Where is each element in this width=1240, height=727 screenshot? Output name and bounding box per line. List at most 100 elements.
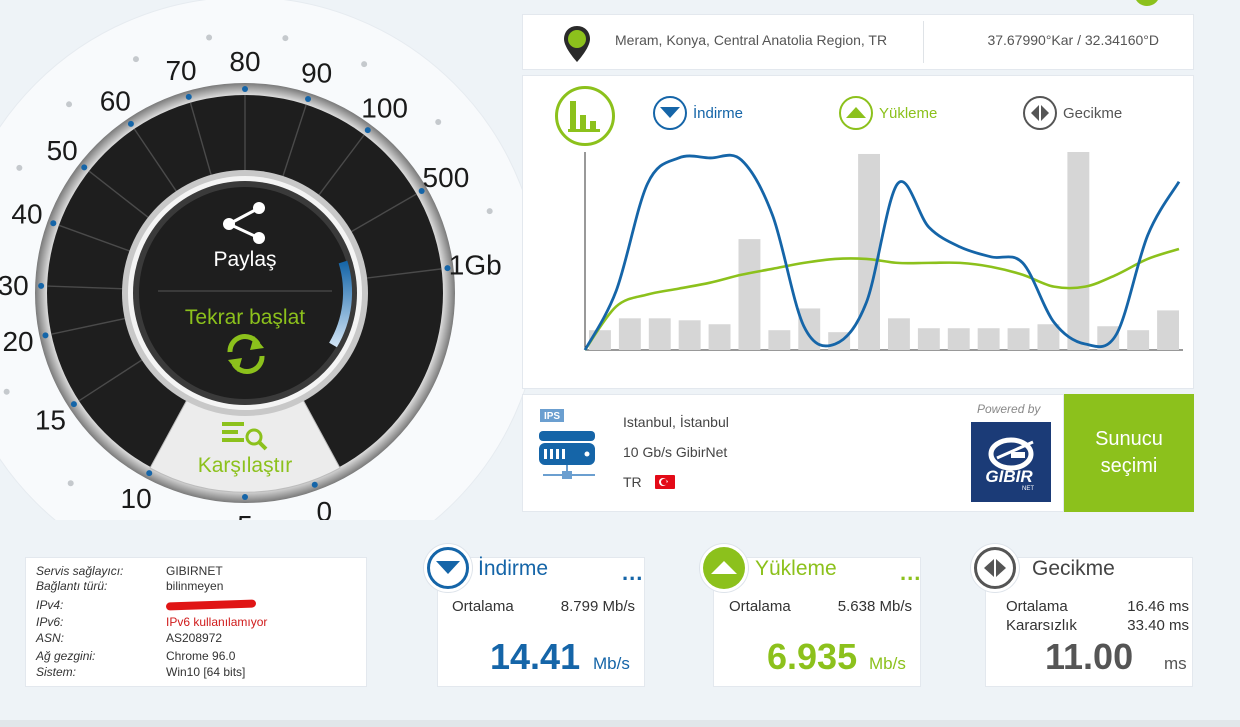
- latency-avg-value: 16.46 ms: [1127, 598, 1189, 615]
- gauge-major-tick: [242, 86, 248, 92]
- restart-icon: [227, 333, 265, 375]
- gauge-scale-label: 10: [121, 483, 152, 514]
- gibirnet-logo[interactable]: GIBIR NET: [971, 422, 1051, 502]
- download-more-button[interactable]: ...: [622, 560, 644, 585]
- chart-toggle-icon[interactable]: [555, 86, 615, 146]
- latency-bar: [1067, 152, 1090, 350]
- latency-icon: [1023, 96, 1057, 130]
- gauge-scale-label: 80: [229, 46, 260, 77]
- gauge-sector-line: [189, 102, 216, 188]
- gauge-minor-dot: [206, 34, 213, 41]
- gauge-scale-label: 500: [423, 162, 470, 193]
- upload-speed-value: 6.935: [767, 636, 858, 677]
- gauge-minor-dot: [16, 164, 23, 171]
- server-select-button[interactable]: Sunucu seçimi: [1064, 394, 1194, 512]
- gauge-sector-line: [310, 134, 365, 206]
- share-button-label[interactable]: Paylaş: [213, 248, 277, 271]
- gauge-minor-dot: [282, 35, 289, 42]
- info-row-asn: ASN: AS208972: [36, 631, 366, 647]
- server-city: Istanbul, İstanbul: [623, 414, 729, 430]
- legend-download-label: İndirme: [693, 104, 744, 122]
- gauge-scale-label: 40: [11, 199, 42, 230]
- speed-chart-panel: İndirme Yükleme Gecikme: [522, 75, 1194, 389]
- compare-button-label[interactable]: Karşılaştır: [197, 454, 293, 477]
- info-value: Win10 [64 bits]: [166, 665, 246, 679]
- gauge-scale-label: 1Gb: [449, 250, 502, 281]
- compare-icon: [222, 422, 268, 451]
- gauge-minor-dot: [67, 480, 74, 487]
- info-value: AS208972: [166, 631, 223, 645]
- download-card-icon: [424, 544, 472, 592]
- legend-download[interactable]: İndirme: [653, 96, 743, 130]
- info-key: ASN:: [36, 631, 65, 645]
- latency-bar: [947, 328, 970, 350]
- upload-series-line: [583, 247, 1180, 351]
- gauge-major-tick: [127, 120, 134, 127]
- logo-text: GIBIR: [985, 467, 1033, 486]
- gauge-scale-label: 100: [361, 93, 408, 124]
- gauge-sector-line: [78, 352, 154, 402]
- gauge-major-tick: [146, 470, 153, 477]
- upload-card: [713, 557, 921, 687]
- latency-bar: [858, 153, 880, 350]
- gauge-sector-line: [278, 104, 307, 189]
- location-bar: Meram, Konya, Central Anatolia Region, T…: [522, 14, 1194, 70]
- latency-card: [985, 557, 1193, 687]
- latency-card-title: Gecikme: [1032, 557, 1115, 580]
- upload-arrow-icon: [839, 96, 873, 130]
- legend-upload-label: Yükleme: [879, 104, 938, 122]
- gauge-sector-line: [88, 170, 159, 226]
- gauge-sector-line: [58, 224, 142, 257]
- restart-button-label[interactable]: Tekrar başlat: [184, 306, 306, 329]
- server-panel: IPS Istanbul, İstanbul 10 Gb/s GibirNet …: [522, 394, 1064, 512]
- gauge-scale-label: 90: [301, 57, 332, 88]
- gauge-major-tick: [444, 265, 451, 272]
- latency-bar: [1097, 326, 1120, 350]
- gauge-major-tick: [50, 220, 57, 227]
- gauge-major-tick: [42, 332, 49, 339]
- gauge-major-tick: [242, 494, 248, 500]
- coordinates-text: 37.67990°Kar / 32.34160°D: [987, 32, 1159, 48]
- gauge-sector-line: [339, 193, 417, 239]
- gauge-major-tick: [70, 401, 77, 408]
- upload-avg-value: 5.638 Mb/s: [837, 598, 912, 615]
- speed-gauge: 0 5 10 15 20 30 40 50 60 70 80 90 100 500 1Gb: [0, 0, 542, 520]
- info-value: GIBIRNET: [166, 564, 223, 578]
- info-key: Sistem:: [36, 665, 77, 679]
- latency-value: 11.00: [1045, 636, 1134, 677]
- upload-speed-unit: Mb/s: [869, 654, 906, 673]
- gauge-minor-dot: [3, 388, 10, 395]
- latency-bar: [917, 328, 940, 350]
- gauge-major-tick: [38, 282, 45, 289]
- ips-badge: IPS: [544, 411, 560, 422]
- latency-bar: [798, 308, 821, 350]
- legend-latency[interactable]: Gecikme: [1023, 96, 1122, 130]
- turkey-flag-icon: [655, 475, 675, 489]
- legend-upload[interactable]: Yükleme: [839, 96, 937, 130]
- latency-card-icon: [971, 544, 1019, 592]
- gauge-scale-label: 50: [47, 135, 78, 166]
- latency-bar: [977, 328, 1000, 350]
- info-key: IPv6:: [36, 615, 64, 629]
- latency-bar: [1007, 328, 1030, 350]
- location-divider: [923, 21, 924, 63]
- legend-latency-label: Gecikme: [1063, 104, 1123, 122]
- upload-more-button[interactable]: ...: [900, 560, 922, 585]
- gauge-major-tick: [305, 95, 312, 102]
- gauge-sector-line: [47, 285, 136, 290]
- latency-bar: [768, 330, 791, 350]
- gauge-sector-line: [133, 128, 185, 203]
- upload-card-icon: [700, 544, 748, 592]
- gauge-major-tick: [418, 188, 425, 194]
- latency-bar: [678, 320, 701, 350]
- gauge-sector-line: [51, 315, 138, 335]
- latency-jitter-value: 33.40 ms: [1127, 617, 1189, 634]
- info-key: Ağ gezgini:: [36, 649, 96, 663]
- gauge-minor-dot: [132, 56, 139, 63]
- info-row-connection: Bağlantı türü: bilinmeyen: [36, 579, 366, 595]
- gauge-major-tick: [81, 164, 88, 171]
- redaction-mark: [165, 599, 257, 611]
- upload-card-title: Yükleme: [755, 557, 837, 580]
- download-arrow-icon: [653, 96, 687, 130]
- info-key: IPv4:: [36, 598, 64, 612]
